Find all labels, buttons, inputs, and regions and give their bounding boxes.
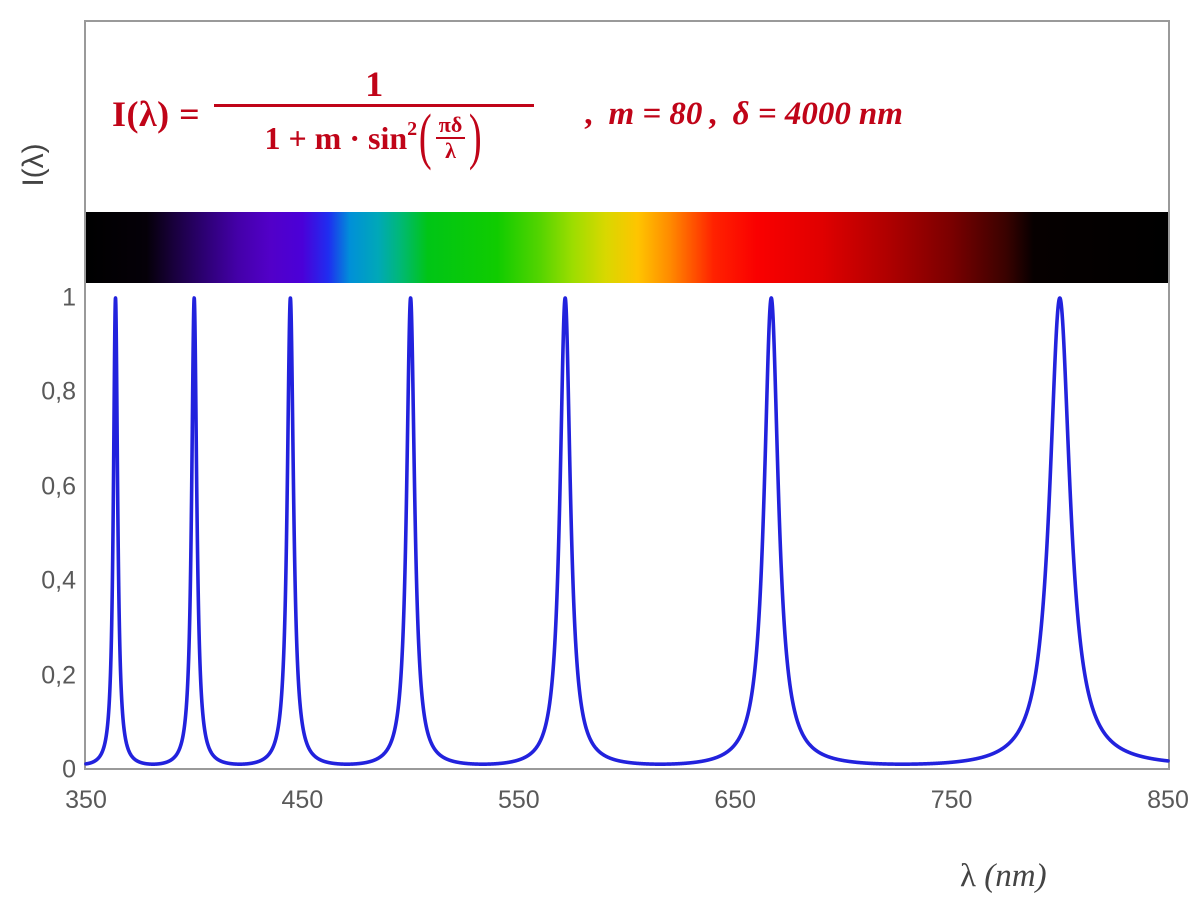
plot-frame: I(λ) = 1 1 + m · sin 2 ( πδ λ ) [84, 20, 1170, 770]
param-delta-unit: nm [858, 95, 903, 132]
inner-denominator: λ [445, 137, 456, 163]
equation-lhs: I(λ) = [112, 94, 201, 134]
param-m: m = 80 [608, 95, 703, 132]
x-tick-label: 350 [65, 786, 107, 814]
x-tick-label: 850 [1147, 786, 1189, 814]
y-axis-ticks: 0 0,2 0,4 0,6 0,8 1 [0, 0, 76, 924]
denominator-prefix: 1 + m · sin [264, 119, 408, 156]
inner-numerator: πδ [438, 112, 463, 138]
y-tick-label: 0,2 [41, 661, 76, 690]
equation-denominator: 1 + m · sin 2 ( πδ λ ) [264, 103, 483, 172]
right-paren: ) [469, 103, 483, 172]
separator-2: , [708, 95, 717, 132]
y-tick-label: 0 [62, 755, 76, 784]
x-tick-label: 550 [497, 786, 540, 814]
x-tick-label: 650 [714, 786, 757, 814]
visible-spectrum-colorbar [86, 212, 1168, 283]
separator-1: , [584, 95, 593, 132]
inner-fraction-bar [435, 136, 466, 139]
fraction-bar [214, 104, 535, 108]
x-axis-label: λ (nm) [960, 858, 1047, 895]
inner-fraction: πδ λ [435, 112, 466, 163]
y-tick-label: 1 [62, 283, 76, 312]
left-paren: ( [419, 103, 432, 172]
x-axis-label-unit: (nm) [984, 858, 1047, 894]
param-delta: δ = 4000 [732, 95, 851, 132]
x-tick-label: 750 [930, 786, 973, 814]
equation-parameters: , m = 80 , δ = 4000 nm [578, 96, 903, 133]
x-axis-label-symbol: λ [960, 858, 977, 894]
y-tick-label: 0,6 [41, 472, 76, 501]
equation-annotation: I(λ) = 1 1 + m · sin 2 ( πδ λ ) [112, 44, 1162, 184]
y-tick-label: 0,4 [41, 566, 76, 595]
equation-fraction: 1 1 + m · sin 2 ( πδ λ ) [214, 64, 535, 172]
y-tick-label: 0,8 [41, 377, 76, 406]
x-tick-label: 450 [281, 786, 324, 814]
equation-numerator: 1 [365, 64, 384, 105]
